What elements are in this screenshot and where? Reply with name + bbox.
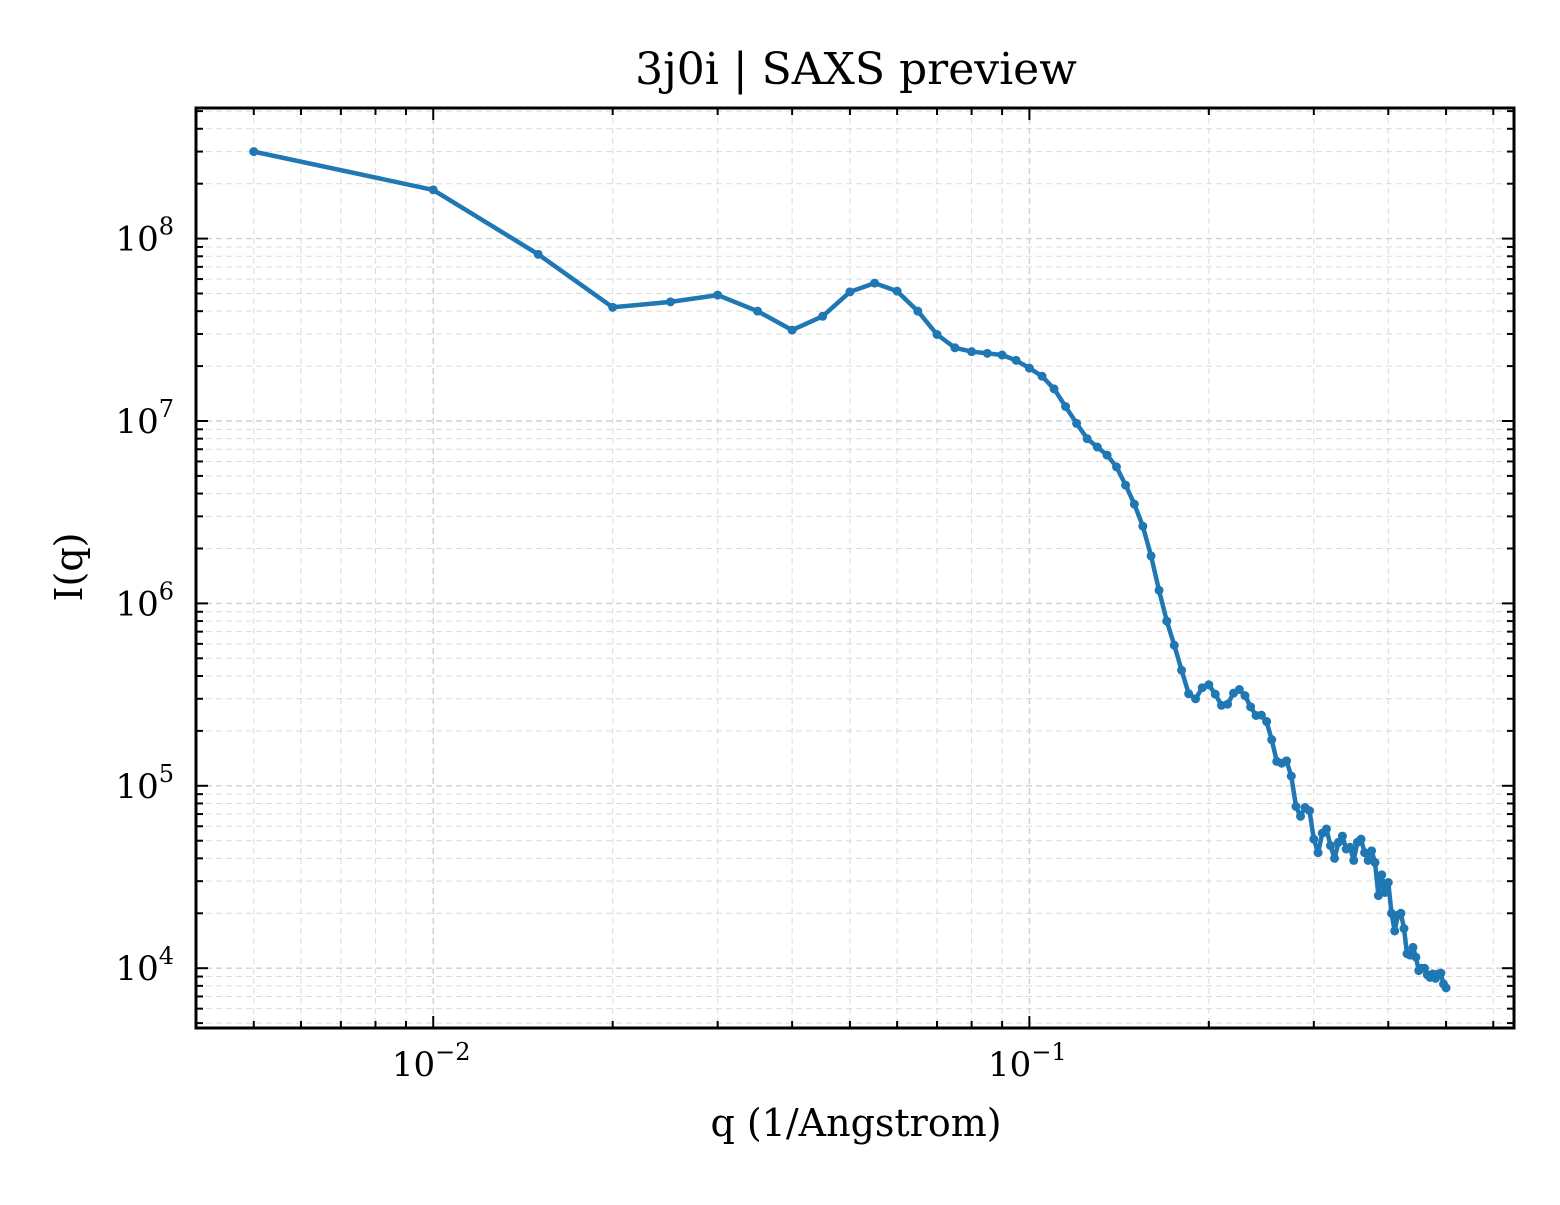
series-layer [249, 147, 1451, 993]
data-point [1356, 834, 1366, 844]
data-point [1345, 842, 1355, 852]
data-point [608, 302, 618, 312]
data-point [1102, 450, 1112, 460]
data-point [845, 287, 855, 297]
data-point [1246, 702, 1256, 712]
data-point [1240, 691, 1250, 701]
data-point [982, 348, 992, 358]
data-point [1330, 853, 1340, 863]
y-tick-label: 105 [115, 760, 174, 807]
data-point [1396, 908, 1406, 918]
data-point [870, 278, 880, 288]
data-point [1267, 735, 1277, 745]
data-point [1082, 434, 1092, 444]
chart-title: 3j0i | SAXS preview [635, 44, 1077, 95]
data-point [1169, 640, 1179, 650]
grid-layer [195, 108, 1514, 1028]
data-point [1204, 680, 1214, 690]
data-point [1367, 846, 1377, 856]
data-point [1256, 710, 1266, 720]
data-point [1326, 841, 1336, 851]
data-point [1436, 968, 1446, 978]
data-point [1146, 551, 1156, 561]
data-point [1184, 689, 1194, 699]
data-point [1313, 848, 1323, 858]
data-point [818, 311, 828, 321]
data-point [1321, 824, 1331, 834]
data-point [997, 350, 1007, 360]
data-point [1370, 857, 1380, 867]
data-point [1296, 811, 1306, 821]
data-point [1223, 699, 1233, 709]
data-point [1360, 848, 1370, 858]
data-point [950, 343, 960, 353]
data-point [249, 147, 259, 157]
data-point [1121, 480, 1131, 490]
data-point [1011, 355, 1021, 365]
data-point [1383, 877, 1393, 887]
data-point [753, 306, 763, 316]
data-point [1162, 616, 1172, 626]
x-tick-label: 10−1 [988, 1038, 1067, 1085]
data-point [1061, 402, 1071, 412]
data-point [1037, 371, 1047, 381]
data-point [1380, 888, 1390, 898]
y-axis-label: I(q) [47, 533, 91, 602]
x-axis-label: q (1/Angstrom) [710, 1101, 1001, 1145]
y-tick-label: 104 [115, 942, 174, 989]
data-point [1377, 870, 1387, 880]
data-point [1177, 665, 1187, 675]
data-point [913, 306, 923, 316]
data-point [713, 290, 723, 300]
data-point [1309, 834, 1319, 844]
y-tick-label: 107 [115, 395, 174, 442]
data-point [1349, 855, 1359, 865]
data-point [1286, 771, 1296, 781]
data-point [1337, 831, 1347, 841]
data-point [1411, 952, 1421, 962]
data-point [892, 286, 902, 296]
data-point [1399, 924, 1409, 934]
data-point [967, 347, 977, 357]
data-point [1291, 801, 1301, 811]
data-point [665, 297, 675, 307]
data-point [1111, 462, 1121, 472]
data-point [1191, 694, 1201, 704]
data-point [1024, 363, 1034, 373]
y-tick-label: 108 [115, 213, 174, 260]
data-point [1092, 442, 1102, 452]
x-tick-label: 10−2 [392, 1038, 471, 1085]
data-point [1072, 418, 1082, 428]
plot-frame [194, 106, 1516, 1030]
data-point [1408, 942, 1418, 952]
data-point [533, 249, 543, 259]
data-point [932, 329, 942, 339]
data-point [1441, 983, 1451, 993]
data-point [1262, 717, 1272, 727]
data-point [1210, 689, 1220, 699]
data-point [428, 185, 438, 195]
y-tick-label: 106 [115, 577, 174, 624]
data-point [1049, 384, 1059, 394]
label-layer: 10−2 10−1 104 105 106 107 108 [115, 213, 1066, 1085]
data-point [1304, 806, 1314, 816]
data-point [1138, 521, 1148, 531]
data-point [1129, 499, 1139, 509]
data-point [787, 325, 797, 335]
data-point [1234, 685, 1244, 695]
data-point [1390, 926, 1400, 936]
data-point [1154, 585, 1164, 595]
data-point [1363, 855, 1373, 865]
data-point [1282, 756, 1292, 766]
